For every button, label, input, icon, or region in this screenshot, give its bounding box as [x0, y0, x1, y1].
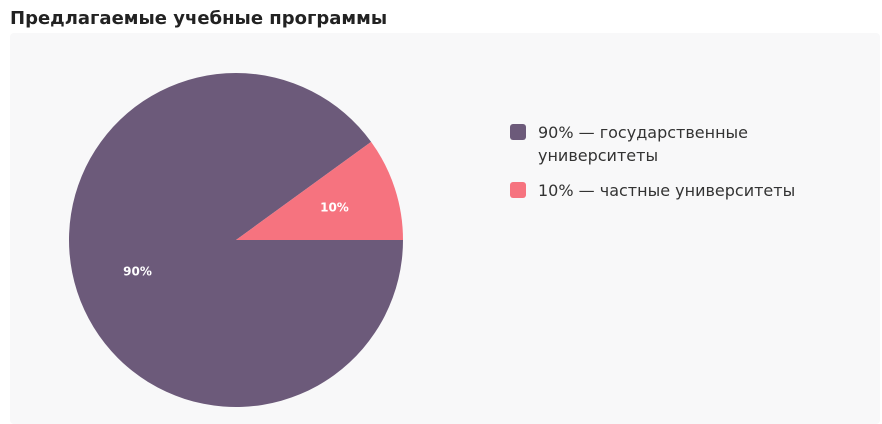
legend-swatch-private	[510, 182, 526, 198]
pie-slice-private[interactable]	[236, 141, 403, 240]
pie-chart: 90% 10%	[69, 73, 404, 407]
legend-item-public[interactable]: 90% — государственные университеты	[510, 121, 850, 167]
legend-label-private: 10% — частные университеты	[538, 181, 796, 200]
pie-label-private: 10%	[320, 201, 349, 215]
chart-legend: 90% — государственные университеты 10% —…	[510, 121, 850, 214]
pie-label-public: 90%	[123, 264, 152, 278]
chart-panel: 90% 10% 90% — государственные университет…	[10, 33, 880, 424]
legend-swatch-public	[510, 124, 526, 140]
legend-item-private[interactable]: 10% — частные университеты	[510, 179, 850, 202]
legend-label-public: 90% — государственные университеты	[538, 123, 749, 165]
page-title: Предлагаемые учебные программы	[10, 8, 388, 29]
